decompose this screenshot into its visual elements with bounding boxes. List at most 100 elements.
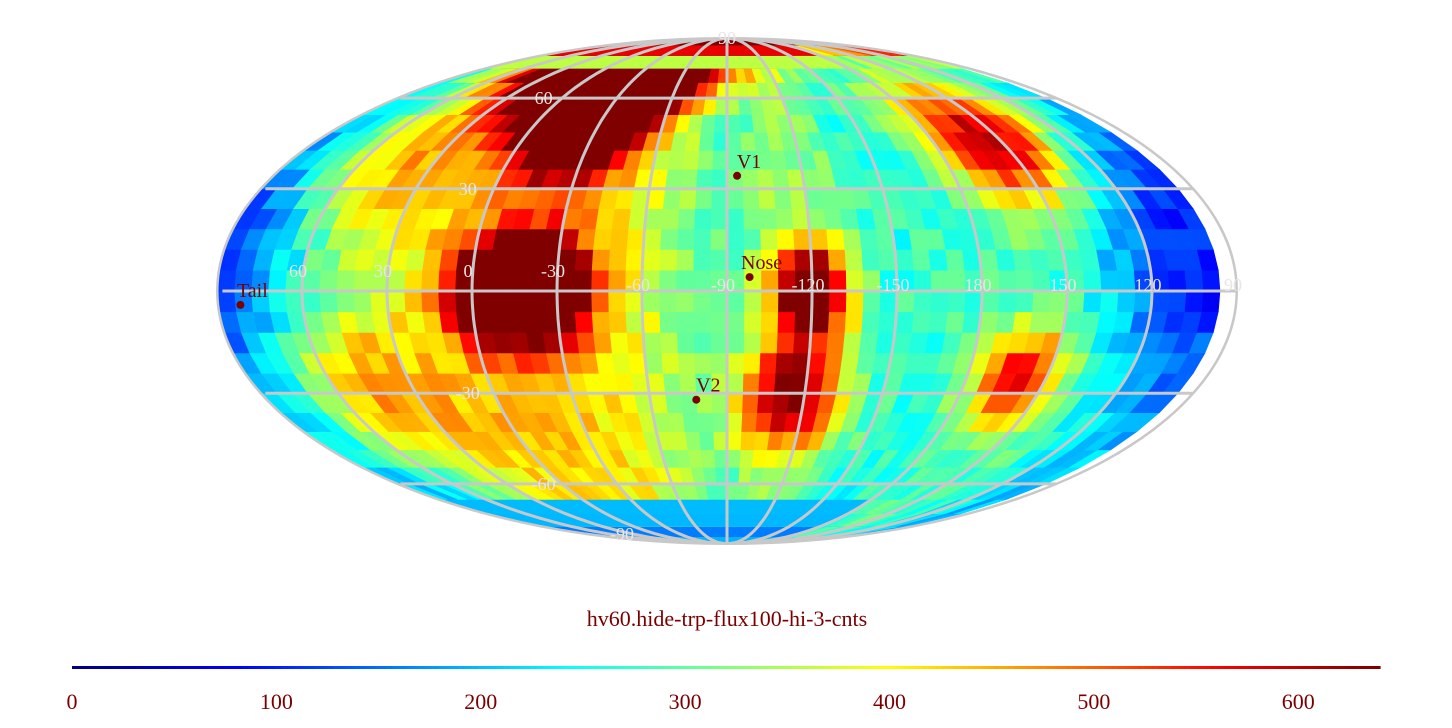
- colorbar-segment: [784, 666, 792, 669]
- map-cell: [911, 311, 931, 333]
- colorbar-segment: [850, 666, 858, 669]
- map-cell: [743, 290, 762, 313]
- latitude-label: 30: [459, 179, 477, 199]
- map-cell: [753, 431, 770, 451]
- colorbar: 0 100 200 300 400 500 600: [67, 666, 1381, 714]
- marker-v1-label: V1: [737, 151, 761, 173]
- colorbar-segment: [817, 666, 825, 669]
- map-cell: [662, 372, 681, 394]
- colorbar-segment: [954, 666, 963, 669]
- map-cell: [726, 449, 741, 468]
- map-cell: [352, 290, 372, 313]
- colorbar-segment: [588, 666, 596, 669]
- colorbar-segment: [843, 666, 851, 669]
- map-cell: [590, 290, 609, 313]
- colorbar-segment: [1066, 666, 1074, 669]
- colorbar-segment: [1033, 666, 1041, 669]
- colorbar-segment: [1053, 666, 1061, 669]
- map-cell: [693, 352, 712, 374]
- colorbar-segment: [470, 666, 479, 669]
- colorbar-segment: [1196, 666, 1205, 669]
- map-cell: [946, 269, 966, 292]
- colorbar-segment: [1026, 666, 1034, 669]
- longitude-label: -60: [626, 275, 650, 295]
- map-cell: [726, 483, 739, 500]
- map-cell: [823, 352, 843, 374]
- colorbar-segment: [830, 666, 838, 669]
- map-cell: [1184, 290, 1204, 313]
- colorbar-segment: [124, 666, 132, 669]
- map-cell: [827, 311, 846, 333]
- colorbar-segment: [745, 666, 753, 669]
- map-cell: [792, 332, 812, 354]
- colorbar-segment: [183, 666, 191, 669]
- longitude-label: 150: [1050, 275, 1077, 295]
- map-cell: [624, 311, 644, 333]
- map-cell: [641, 311, 661, 333]
- map-cell: [608, 311, 627, 333]
- colorbar-segment: [287, 666, 295, 669]
- marker-v2-dot: [692, 395, 701, 404]
- colorbar-segment: [117, 666, 125, 669]
- map-cell: [437, 290, 457, 313]
- colorbar-segment: [811, 666, 819, 669]
- colorbar-segment: [804, 666, 812, 669]
- map-cell: [488, 269, 508, 292]
- map-cell: [997, 269, 1017, 292]
- map-cell: [845, 269, 864, 292]
- colorbar-segment: [385, 666, 394, 669]
- colorbar-segment: [425, 666, 433, 669]
- colorbar-segment: [1268, 666, 1276, 669]
- map-cell: [217, 290, 237, 313]
- map-cell: [573, 290, 592, 313]
- map-cell: [591, 249, 610, 271]
- map-cell: [505, 269, 525, 292]
- colorbar-segment: [1223, 666, 1231, 669]
- map-cell: [712, 131, 728, 151]
- colorbar-segment: [797, 666, 806, 669]
- map-cell: [454, 290, 474, 313]
- colorbar-segment: [660, 666, 668, 669]
- colorbar-segment: [1046, 666, 1054, 669]
- meridian-line: [726, 38, 899, 544]
- map-cell: [611, 352, 631, 374]
- colorbar-segment: [1334, 666, 1342, 669]
- map-cell: [726, 114, 741, 133]
- longitude-label: -30: [541, 261, 565, 281]
- colorbar-segment: [274, 666, 282, 669]
- colorbar-segment: [582, 666, 590, 669]
- colorbar-segment: [379, 666, 387, 669]
- map-cell: [726, 188, 744, 209]
- latitude-label: -30: [456, 383, 480, 403]
- marker-nose-dot: [745, 273, 754, 282]
- colorbar-segment: [856, 666, 864, 669]
- map-cell: [726, 392, 743, 414]
- map-cell: [710, 352, 728, 374]
- map-cell: [641, 249, 661, 271]
- graticule-labels: 90 60 30 -30 -60 -90 60 30 0 -30 -60 -90 -120 -150 180…: [289, 28, 1242, 544]
- colorbar-segment: [981, 666, 989, 669]
- map-cell: [739, 431, 756, 451]
- latitude-label: -90: [610, 524, 634, 544]
- map-cell: [860, 249, 880, 271]
- colorbar-segment: [1373, 666, 1381, 669]
- colorbar-segment: [529, 666, 537, 669]
- map-cell: [726, 352, 744, 374]
- colorbar-segment: [215, 666, 224, 669]
- colorbar-segment: [771, 666, 779, 669]
- colorbar-segment: [150, 666, 158, 669]
- map-cell: [403, 290, 423, 313]
- map-cell: [675, 249, 694, 271]
- map-cell: [420, 269, 440, 292]
- map-cell: [827, 249, 846, 271]
- map-markers: V1 Nose V2 Tail: [236, 151, 782, 404]
- map-cell: [759, 332, 778, 354]
- colorbar-segment: [758, 666, 766, 669]
- colorbar-segment: [1209, 666, 1218, 669]
- colorbar-segment: [1229, 666, 1237, 669]
- colorbar-segment: [431, 666, 439, 669]
- map-cell: [944, 249, 965, 271]
- colorbar-segment: [281, 666, 289, 669]
- map-cell: [386, 290, 406, 313]
- map-cell: [609, 228, 629, 250]
